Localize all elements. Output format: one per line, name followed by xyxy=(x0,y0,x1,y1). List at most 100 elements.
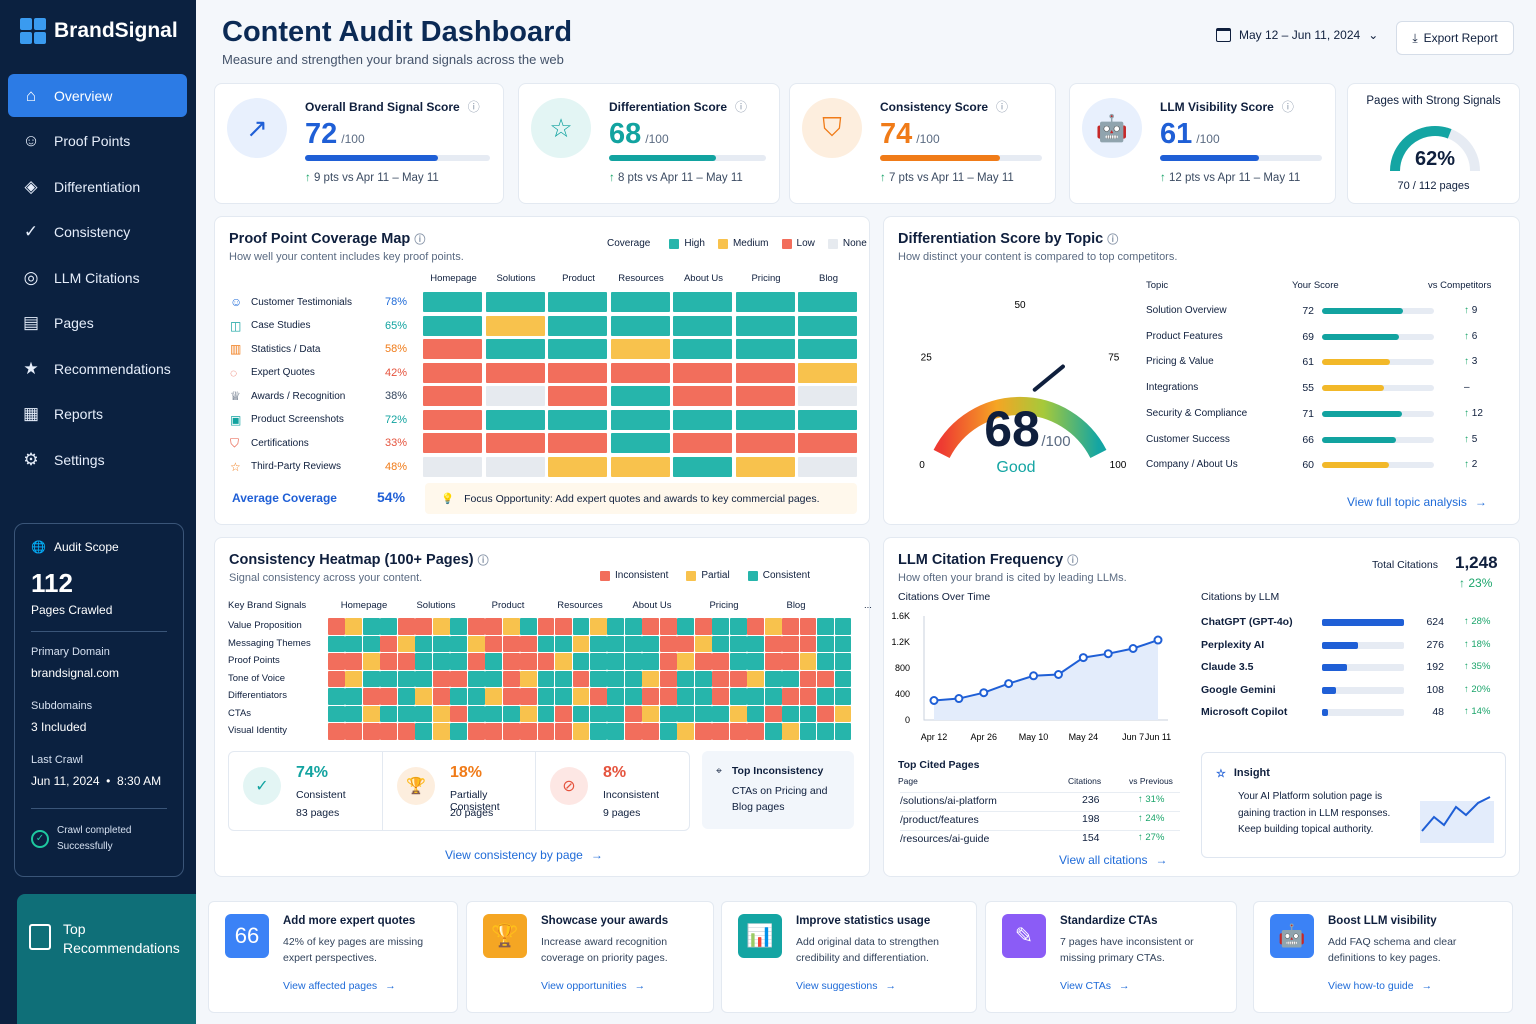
consistency-cell[interactable] xyxy=(572,618,590,635)
consistency-cell[interactable] xyxy=(502,618,520,635)
sidebar-item-proof-points[interactable]: ☺ Proof Points xyxy=(8,120,187,163)
coverage-cell[interactable] xyxy=(798,339,857,359)
info-icon[interactable]: ⓘ xyxy=(467,100,480,114)
coverage-cell[interactable] xyxy=(798,433,857,453)
info-icon[interactable]: ⓘ xyxy=(414,234,426,246)
consistency-cell[interactable] xyxy=(362,653,380,670)
consistency-cell[interactable] xyxy=(590,653,607,670)
consistency-cell[interactable] xyxy=(520,670,537,687)
consistency-cell[interactable] xyxy=(590,723,607,740)
consistency-cell[interactable] xyxy=(380,653,398,670)
consistency-cell[interactable] xyxy=(799,618,817,635)
consistency-cell[interactable] xyxy=(380,723,398,740)
consistency-cell[interactable] xyxy=(537,670,555,687)
consistency-cell[interactable] xyxy=(450,635,468,652)
date-range-picker[interactable]: May 12 – Jun 11, 2024 ⌄ xyxy=(1216,28,1378,42)
coverage-cell[interactable] xyxy=(735,409,795,430)
coverage-cell[interactable] xyxy=(485,409,545,430)
consistency-cell[interactable] xyxy=(624,653,642,670)
consistency-cell[interactable] xyxy=(729,688,747,705)
consistency-cell[interactable] xyxy=(397,705,415,722)
coverage-cell[interactable] xyxy=(673,362,732,383)
view-consistency-link[interactable]: View consistency by page → xyxy=(445,848,603,862)
coverage-cell[interactable] xyxy=(485,433,545,453)
consistency-cell[interactable] xyxy=(415,723,433,740)
data-point[interactable] xyxy=(954,694,964,704)
consistency-cell[interactable] xyxy=(520,635,537,652)
consistency-cell[interactable] xyxy=(345,670,363,687)
consistency-cell[interactable] xyxy=(747,688,765,705)
consistency-cell[interactable] xyxy=(467,670,485,687)
data-point[interactable] xyxy=(1078,653,1088,663)
consistency-cell[interactable] xyxy=(694,653,712,670)
info-icon[interactable]: ⓘ xyxy=(735,100,748,114)
coverage-cell[interactable] xyxy=(798,386,857,406)
consistency-cell[interactable] xyxy=(659,670,677,687)
consistency-cell[interactable] xyxy=(415,688,433,705)
consistency-cell[interactable] xyxy=(817,635,834,652)
recommendation-card[interactable]: 🤖 Boost LLM visibility Add FAQ schema and … xyxy=(1253,901,1513,1013)
consistency-cell[interactable] xyxy=(485,705,503,722)
coverage-cell[interactable] xyxy=(798,292,857,312)
consistency-cell[interactable] xyxy=(729,670,747,687)
consistency-cell[interactable] xyxy=(537,618,555,635)
consistency-cell[interactable] xyxy=(747,670,765,687)
consistency-cell[interactable] xyxy=(328,653,345,670)
consistency-cell[interactable] xyxy=(432,653,450,670)
recommendation-card[interactable]: ✎ Standardize CTAs 7 pages have inconsiste… xyxy=(985,901,1237,1013)
consistency-cell[interactable] xyxy=(590,688,607,705)
consistency-cell[interactable] xyxy=(729,635,747,652)
consistency-cell[interactable] xyxy=(694,618,712,635)
consistency-cell[interactable] xyxy=(659,653,677,670)
consistency-cell[interactable] xyxy=(659,723,677,740)
consistency-cell[interactable] xyxy=(782,670,799,687)
consistency-cell[interactable] xyxy=(624,705,642,722)
consistency-cell[interactable] xyxy=(537,635,555,652)
consistency-cell[interactable] xyxy=(450,705,468,722)
consistency-cell[interactable] xyxy=(345,705,363,722)
consistency-cell[interactable] xyxy=(624,688,642,705)
consistency-cell[interactable] xyxy=(520,705,537,722)
consistency-cell[interactable] xyxy=(642,653,660,670)
recommendation-link[interactable]: View suggestions → xyxy=(796,980,897,992)
consistency-cell[interactable] xyxy=(729,653,747,670)
sidebar-item-recommendations[interactable]: ★ Recommendations xyxy=(8,347,187,390)
data-point[interactable] xyxy=(1029,671,1039,681)
coverage-cell[interactable] xyxy=(610,409,670,430)
coverage-cell[interactable] xyxy=(798,456,857,477)
coverage-cell[interactable] xyxy=(485,339,545,359)
consistency-cell[interactable] xyxy=(712,653,730,670)
sidebar-item-pages[interactable]: ▤ Pages xyxy=(8,302,187,345)
consistency-cell[interactable] xyxy=(799,705,817,722)
consistency-cell[interactable] xyxy=(817,723,834,740)
consistency-cell[interactable] xyxy=(677,670,695,687)
consistency-cell[interactable] xyxy=(345,618,363,635)
consistency-cell[interactable] xyxy=(677,723,695,740)
coverage-cell[interactable] xyxy=(485,386,545,406)
coverage-cell[interactable] xyxy=(423,292,482,312)
consistency-cell[interactable] xyxy=(677,618,695,635)
consistency-cell[interactable] xyxy=(485,688,503,705)
sidebar-item-llm-citations[interactable]: ◎ LLM Citations xyxy=(8,256,187,299)
consistency-cell[interactable] xyxy=(747,618,765,635)
consistency-cell[interactable] xyxy=(817,653,834,670)
consistency-cell[interactable] xyxy=(328,688,345,705)
sidebar-item-settings[interactable]: ⚙ Settings xyxy=(8,438,187,481)
coverage-cell[interactable] xyxy=(610,362,670,383)
coverage-cell[interactable] xyxy=(485,362,545,383)
consistency-cell[interactable] xyxy=(624,723,642,740)
info-icon[interactable]: ⓘ xyxy=(1107,234,1119,246)
view-all-citations-link[interactable]: View all citations → xyxy=(1059,853,1168,867)
coverage-cell[interactable] xyxy=(423,386,482,406)
consistency-cell[interactable] xyxy=(415,653,433,670)
consistency-cell[interactable] xyxy=(642,688,660,705)
consistency-cell[interactable] xyxy=(747,705,765,722)
coverage-cell[interactable] xyxy=(423,409,482,430)
consistency-cell[interactable] xyxy=(694,635,712,652)
consistency-cell[interactable] xyxy=(415,618,433,635)
consistency-cell[interactable] xyxy=(537,723,555,740)
brand-logo[interactable]: BrandSignal xyxy=(20,18,178,44)
coverage-cell[interactable] xyxy=(735,292,795,312)
consistency-cell[interactable] xyxy=(764,670,782,687)
consistency-cell[interactable] xyxy=(485,670,503,687)
